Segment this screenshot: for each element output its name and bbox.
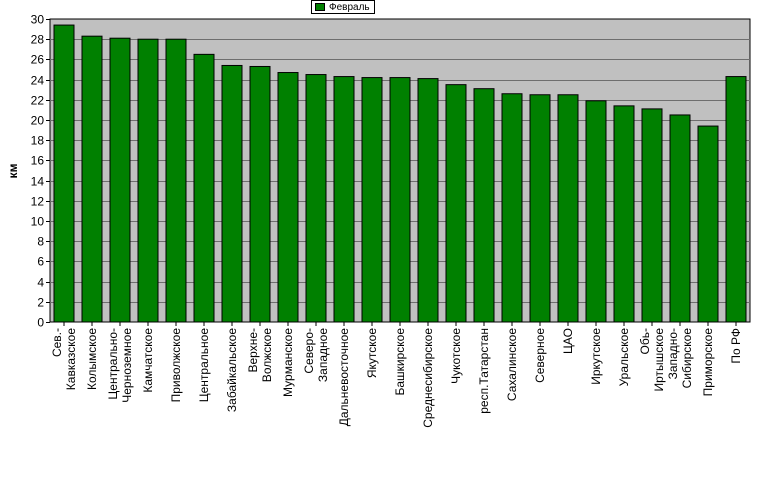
x-tick-label: Сахалинское [505, 328, 519, 401]
y-tick-label: 18 [31, 134, 45, 148]
x-tick-label: Чукотское [449, 328, 463, 384]
bar [53, 24, 75, 323]
y-tick-label: 0 [37, 316, 44, 330]
x-tick-label: Камчатское [141, 328, 155, 393]
legend: Февраль [311, 0, 375, 14]
x-tick-label: Дальневосточное [337, 328, 351, 427]
bar [501, 93, 523, 323]
bar [109, 37, 131, 323]
x-tick-label: Приволжское [169, 328, 183, 403]
bars [53, 24, 747, 323]
y-tick-label: 14 [31, 175, 45, 189]
bar [389, 77, 411, 323]
x-tick-label: Среднесибирское [421, 328, 435, 428]
x-tick-label: Башкирское [393, 328, 407, 396]
x-tick-label: Приморское [701, 328, 715, 397]
bar [697, 125, 719, 323]
x-tick-label: Сев.-Кавказское [50, 328, 78, 391]
bar [417, 78, 439, 323]
x-tick-label: Иркутское [589, 328, 603, 385]
bar [81, 35, 103, 323]
x-tick-label: Колымское [85, 328, 99, 390]
bar [333, 76, 355, 323]
legend-label: Февраль [329, 1, 370, 13]
bar [557, 94, 579, 323]
x-tick-label: Забайкальское [225, 328, 239, 412]
bar [249, 65, 271, 323]
y-tick-label: 8 [37, 235, 44, 249]
bar [613, 105, 635, 323]
x-tick-label: Центральное [197, 328, 211, 403]
x-tick-label: Центрально-Черноземное [106, 328, 134, 403]
x-tick-label: По РФ [729, 328, 743, 364]
bar [137, 38, 159, 323]
y-tick-label: 22 [31, 94, 45, 108]
x-tick-label: респ.Татарстан [477, 328, 491, 414]
y-tick-label: 10 [31, 215, 45, 229]
y-axis-label: км [6, 163, 20, 178]
x-tick-label: Якутское [365, 328, 379, 378]
x-tick-label: Уральское [617, 328, 631, 387]
x-tick-label: Западно-Сибирское [666, 328, 694, 389]
y-tick-label: 28 [31, 33, 45, 47]
bar [193, 53, 215, 323]
x-tick-label: ЦАО [561, 328, 575, 354]
bar [305, 74, 327, 323]
x-axis-ticks: Сев.-Кавказское Колымское Центрально-Черно… [50, 322, 743, 428]
y-tick-label: 16 [31, 154, 45, 168]
bar [473, 88, 495, 323]
bar [165, 38, 187, 323]
bar [529, 94, 551, 323]
bar [585, 100, 607, 323]
bar [641, 108, 663, 323]
x-tick-label: Обь-Иртышское [638, 328, 666, 392]
x-tick-label: Верхне-Волжское [246, 328, 274, 383]
bar [221, 64, 243, 323]
bar [361, 77, 383, 323]
y-tick-label: 2 [37, 296, 44, 310]
bar [445, 84, 467, 323]
y-tick-label: 6 [37, 255, 44, 269]
y-tick-label: 4 [37, 276, 44, 290]
bar [669, 114, 691, 323]
x-tick-label: Мурманское [281, 328, 295, 397]
y-tick-label: 26 [31, 53, 45, 67]
bar [725, 76, 747, 323]
x-tick-label: Северо-Западное [302, 328, 330, 382]
bar [277, 72, 299, 323]
legend-swatch [315, 3, 325, 11]
x-tick-label: Северное [533, 328, 547, 383]
y-tick-label: 24 [31, 74, 45, 88]
y-tick-label: 12 [31, 195, 45, 209]
y-tick-label: 20 [31, 114, 45, 128]
y-tick-label: 30 [31, 13, 45, 27]
